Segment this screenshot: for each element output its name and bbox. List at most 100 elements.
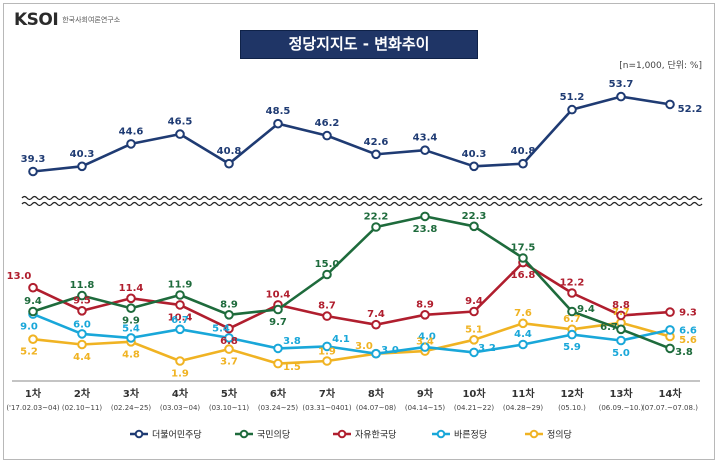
series-1-label-12: 51.2 bbox=[560, 92, 585, 103]
series-3-label-1: 13.0 bbox=[7, 271, 32, 282]
x-tick-label-13: 13차 bbox=[609, 387, 633, 400]
series-5-label-6: 1.5 bbox=[283, 362, 301, 373]
x-date-label-11: (04.28~29) bbox=[503, 404, 544, 412]
legend-marker-2 bbox=[239, 429, 249, 439]
series-1-point-8 bbox=[371, 149, 381, 160]
series-4-label-7: 4.1 bbox=[332, 334, 350, 345]
series-4-label-4: 6.7 bbox=[171, 315, 189, 326]
x-tick-label-3: 3차 bbox=[123, 387, 140, 400]
series-4-point-7 bbox=[322, 341, 332, 352]
series-1-point-10 bbox=[469, 161, 479, 172]
legend-label-1: 더불어민주당 bbox=[152, 430, 202, 441]
x-tick-label-5: 5차 bbox=[221, 387, 238, 400]
axis-break-line-top bbox=[21, 195, 703, 201]
series-4-label-10: 3.2 bbox=[478, 343, 496, 354]
series-1-point-9 bbox=[420, 145, 430, 155]
x-tick-label-8: 8차 bbox=[368, 387, 385, 400]
series-1-point-2 bbox=[77, 161, 87, 172]
series-4-point-4 bbox=[175, 324, 185, 335]
series-2-label-14: 3.8 bbox=[675, 347, 693, 358]
series-5-label-4: 1.9 bbox=[171, 368, 189, 379]
x-tick-label-1: 1차 bbox=[25, 387, 42, 400]
series-4-label-1: 9.0 bbox=[20, 322, 38, 333]
series-2-point-4 bbox=[175, 290, 185, 300]
series-line-4 bbox=[32, 312, 671, 356]
series-1-label-11: 40.8 bbox=[511, 146, 536, 157]
legend-marker-4 bbox=[436, 429, 446, 439]
series-1-label-1: 39.3 bbox=[21, 154, 46, 165]
series-1-point-12 bbox=[567, 104, 577, 115]
series-4-label-8: 3.0 bbox=[381, 345, 399, 356]
series-3-label-7: 8.7 bbox=[318, 301, 336, 312]
series-5-point-7 bbox=[322, 356, 332, 366]
series-line-1 bbox=[32, 95, 671, 173]
series-4-point-10 bbox=[469, 347, 479, 358]
series-4-point-13 bbox=[616, 335, 626, 346]
series-1-label-6: 48.5 bbox=[266, 106, 291, 117]
x-date-label-13: (06.09.~10.) bbox=[599, 404, 644, 412]
series-5-point-10 bbox=[469, 335, 479, 345]
series-3-label-8: 7.4 bbox=[367, 309, 385, 320]
series-4-label-3: 5.4 bbox=[122, 323, 140, 334]
series-2-label-9: 23.8 bbox=[413, 224, 438, 235]
series-3-label-13: 8.8 bbox=[612, 300, 630, 311]
series-5-label-7: 1.9 bbox=[318, 346, 336, 357]
x-date-label-7: (03.31~0401) bbox=[302, 404, 351, 412]
series-3-point-2 bbox=[77, 306, 87, 316]
series-5-point-5 bbox=[224, 344, 234, 354]
series-1-label-8: 42.6 bbox=[364, 137, 389, 148]
series-1-label-10: 40.3 bbox=[462, 149, 487, 160]
series-1-point-5 bbox=[224, 158, 234, 169]
series-2-label-10: 22.3 bbox=[462, 211, 487, 222]
x-date-label-6: (03.24~25) bbox=[258, 404, 299, 412]
series-5-point-6 bbox=[273, 358, 283, 369]
legend-label-3: 자유한국당 bbox=[355, 430, 396, 441]
series-2-label-6: 9.7 bbox=[269, 317, 287, 328]
x-date-label-9: (04.14~15) bbox=[405, 404, 446, 412]
series-3-label-14: 9.3 bbox=[679, 308, 697, 319]
series-2-label-11: 17.5 bbox=[511, 243, 536, 254]
series-3-label-9: 8.9 bbox=[416, 299, 434, 310]
x-tick-label-4: 4차 bbox=[172, 387, 189, 400]
x-tick-label-6: 6차 bbox=[270, 387, 287, 400]
series-3-label-11: 16.8 bbox=[511, 270, 536, 281]
series-1-label-7: 46.2 bbox=[315, 118, 340, 129]
series-2-point-12 bbox=[567, 306, 577, 317]
x-date-label-12: (05.10.) bbox=[558, 404, 586, 412]
series-5-label-9: 3.4 bbox=[416, 337, 434, 348]
series-2-point-5 bbox=[224, 310, 234, 320]
series-4-label-11: 4.4 bbox=[514, 329, 532, 340]
series-2-point-6 bbox=[273, 304, 283, 315]
series-4-label-12: 5.9 bbox=[563, 342, 581, 353]
series-4-label-9: 4.0 bbox=[418, 332, 436, 343]
series-3-label-12: 12.2 bbox=[560, 277, 585, 288]
series-3-point-10 bbox=[469, 306, 479, 317]
legend-label-4: 바른정당 bbox=[454, 430, 487, 441]
series-4-point-11 bbox=[518, 339, 528, 350]
series-2-label-1: 9.4 bbox=[24, 296, 42, 307]
series-4-point-6 bbox=[273, 343, 283, 354]
series-5-point-11 bbox=[518, 318, 528, 329]
series-3-point-14 bbox=[665, 307, 675, 317]
series-2-label-12: 9.4 bbox=[577, 304, 595, 315]
series-5-label-1: 5.2 bbox=[20, 347, 38, 358]
series-5-label-5: 3.7 bbox=[220, 357, 238, 368]
series-2-point-14 bbox=[665, 343, 675, 354]
series-1-label-14: 52.2 bbox=[678, 104, 703, 115]
series-3-point-9 bbox=[420, 310, 430, 320]
series-4-point-8 bbox=[371, 348, 381, 359]
series-2-point-8 bbox=[371, 222, 381, 232]
series-3-point-4 bbox=[175, 300, 185, 310]
series-3-point-3 bbox=[126, 293, 136, 304]
legend-marker-5 bbox=[529, 429, 539, 439]
series-2-point-9 bbox=[420, 211, 430, 222]
series-line-2 bbox=[32, 215, 671, 350]
logo-mark: KSOI bbox=[14, 10, 59, 30]
series-1-point-3 bbox=[126, 139, 136, 149]
series-5-point-4 bbox=[175, 356, 185, 366]
series-1-point-1 bbox=[28, 166, 38, 177]
series-4-label-13: 5.0 bbox=[612, 348, 630, 359]
x-date-label-14: (07.07.~07.08.) bbox=[642, 404, 698, 412]
series-3-label-10: 9.4 bbox=[465, 296, 483, 307]
